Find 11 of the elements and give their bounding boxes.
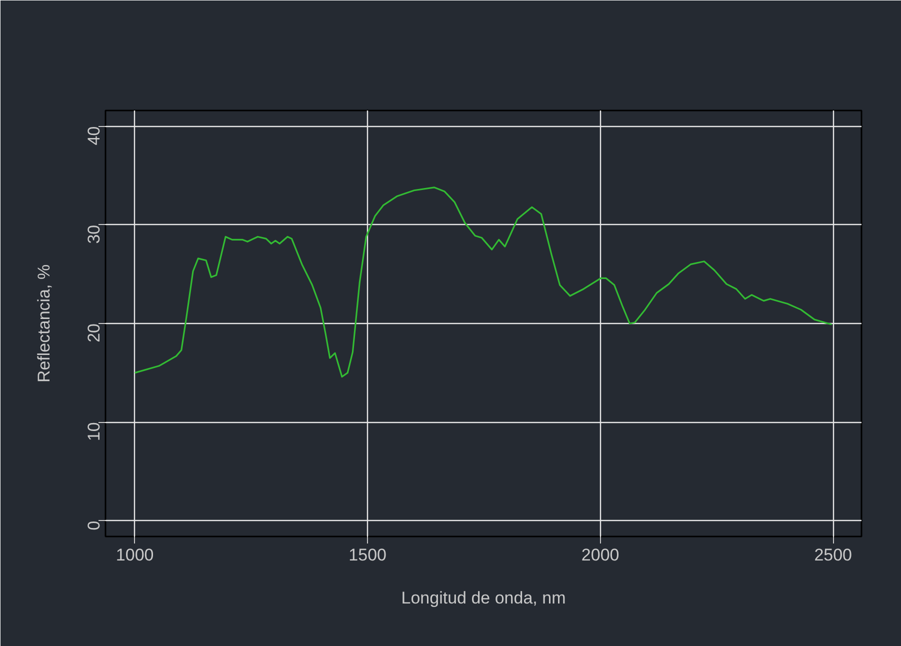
y-tick-label: 20 xyxy=(84,323,104,342)
x-tick-label: 1500 xyxy=(348,546,387,564)
x-tick-label: 2500 xyxy=(814,546,852,564)
y-tick-label: 40 xyxy=(84,126,104,146)
y-tick-label: 10 xyxy=(84,422,104,442)
y-tick-label: 30 xyxy=(84,224,104,244)
y-tick-label: 0 xyxy=(84,520,104,530)
x-tick-label: 1000 xyxy=(116,546,154,564)
x-axis-title: Longitud de onda, nm xyxy=(401,588,566,608)
x-tick-label: 2000 xyxy=(581,546,620,564)
y-axis-title: Reflectancia, % xyxy=(34,264,54,383)
